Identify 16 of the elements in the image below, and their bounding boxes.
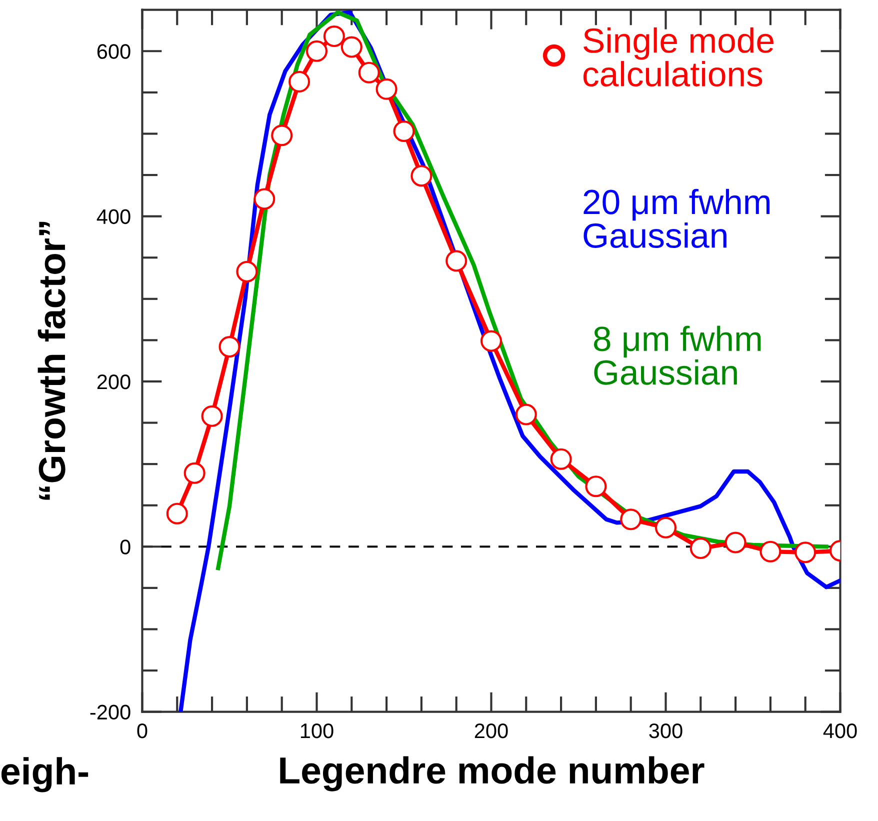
- y-axis-title: “Growth factor”: [38, 222, 66, 500]
- x-tick-label: 400: [823, 723, 857, 738]
- y-tick-label: 400: [96, 209, 130, 224]
- x-tick-label: 100: [300, 723, 334, 738]
- y-tick-label: -200: [90, 704, 130, 720]
- x-tick-label: 200: [474, 723, 508, 738]
- x-tick-label: 0: [137, 723, 148, 738]
- y-tick-label: 0: [120, 540, 130, 554]
- text: eigh-: [1, 757, 88, 792]
- text: 20 μm fwhm Gaussian: [584, 188, 770, 248]
- series-label: 8 μm fwhm Gaussian: [594, 326, 761, 385]
- text: Single mode calculations: [583, 27, 774, 87]
- x-tick-label: 300: [649, 723, 682, 738]
- y-tick-label: 600: [97, 44, 130, 59]
- y-tick-label: 200: [97, 374, 130, 390]
- x-axis-title: Legendre mode number: [280, 756, 704, 792]
